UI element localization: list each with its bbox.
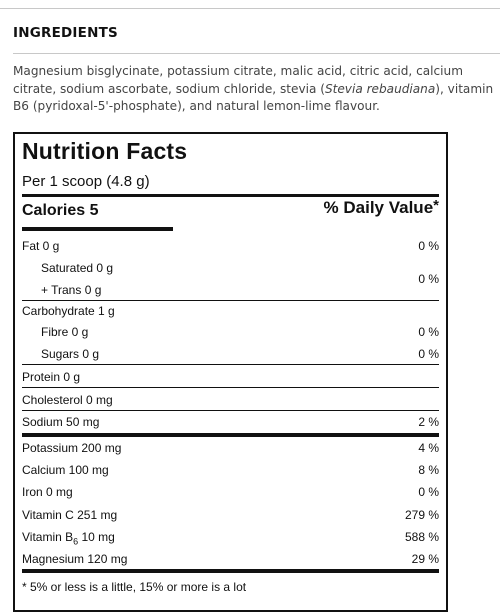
daily-value-asterisk: * <box>433 197 439 214</box>
magnesium-value: 29 % <box>411 552 439 566</box>
ingredients-divider <box>13 53 500 54</box>
thick-divider-minerals <box>22 433 439 437</box>
ingredients-heading: INGREDIENTS <box>13 25 118 41</box>
fat-value: 0 % <box>418 239 439 253</box>
vitamin-c-label: Vitamin C 251 mg <box>22 508 118 522</box>
divider-cholesterol <box>22 387 439 388</box>
calcium-value: 8 % <box>418 463 439 477</box>
potassium-value: 4 % <box>418 441 439 455</box>
nutrition-facts-panel: Nutrition Facts Per 1 scoop (4.8 g) Calo… <box>13 132 448 612</box>
cholesterol-label: Cholesterol 0 mg <box>22 393 113 407</box>
sat-trans-value: 0 % <box>418 272 439 286</box>
divider-carbs <box>22 300 439 301</box>
sugars-label: Sugars 0 g <box>41 347 100 361</box>
daily-value-text: % Daily Value <box>323 198 434 217</box>
nutrition-facts-title: Nutrition Facts <box>22 138 188 164</box>
saturated-label: Saturated 0 g <box>41 261 114 275</box>
calories-label: Calories 5 <box>22 202 99 219</box>
ingredients-line-3: B6 (pyridoxal-5'-phosphate), and natural… <box>13 99 380 113</box>
thick-divider <box>22 194 439 197</box>
ingredients-line-1: Magnesium bisglycinate, potassium citrat… <box>13 64 463 78</box>
ingredients-line-2b: ), vitamin <box>435 81 494 96</box>
iron-value: 0 % <box>418 485 439 499</box>
fibre-value: 0 % <box>418 325 439 339</box>
vitamin-c-value: 279 % <box>404 508 439 522</box>
sodium-label: Sodium 50 mg <box>22 415 100 429</box>
ingredients-line-2: citrate, sodium ascorbate, sodium chlori… <box>13 81 498 99</box>
carbohydrate-label: Carbohydrate 1 g <box>22 304 115 318</box>
calcium-label: Calcium 100 mg <box>22 463 109 477</box>
magnesium-label: Magnesium 120 mg <box>22 552 128 566</box>
protein-label: Protein 0 g <box>22 370 81 384</box>
fibre-label: Fibre 0 g <box>41 325 89 339</box>
trans-label: + Trans 0 g <box>41 283 102 297</box>
divider-sodium <box>22 410 439 411</box>
ingredients-line-2a: citrate, sodium ascorbate, sodium chlori… <box>13 81 325 96</box>
calories-underline <box>22 227 173 231</box>
footnote-text: * 5% or less is a little, 15% or more is… <box>22 580 247 594</box>
ingredients-italic-species: Stevia rebaudiana <box>324 81 436 96</box>
ingredients-text: Magnesium bisglycinate, potassium citrat… <box>13 63 498 116</box>
daily-value-header: % Daily Value* <box>323 197 439 218</box>
top-divider <box>0 8 500 9</box>
sugars-value: 0 % <box>418 347 439 361</box>
potassium-label: Potassium 200 mg <box>22 441 122 455</box>
iron-label: Iron 0 mg <box>22 485 73 499</box>
vitamin-b6-value: 588 % <box>404 530 439 544</box>
serving-size: Per 1 scoop (4.8 g) <box>22 173 150 190</box>
sodium-value: 2 % <box>418 415 439 429</box>
thick-divider-footnote <box>22 569 439 573</box>
divider-protein <box>22 364 439 365</box>
vitamin-b6-label: Vitamin B6 10 mg <box>22 530 115 547</box>
fat-label: Fat 0 g <box>22 239 60 253</box>
